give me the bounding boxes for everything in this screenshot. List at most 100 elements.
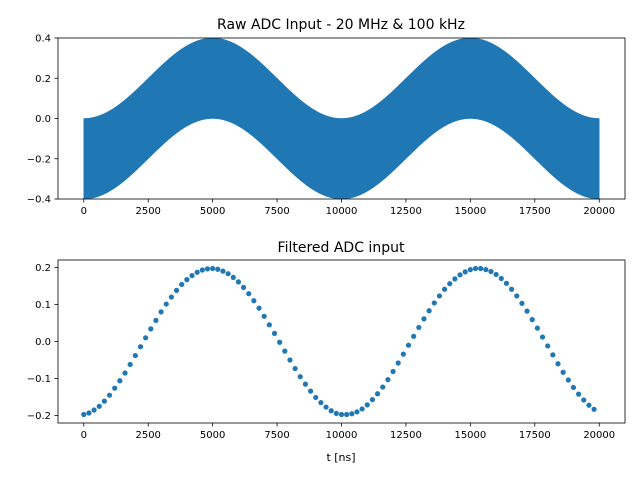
raw-adc-x-tick-label: 7500 <box>264 206 289 217</box>
filtered-adc-y-tick-label: 0.2 <box>35 263 51 274</box>
filtered-adc-point <box>199 267 205 273</box>
filtered-adc-point <box>349 411 355 417</box>
filtered-adc-point <box>266 322 272 328</box>
filtered-adc-point <box>158 309 164 315</box>
filtered-adc-point <box>101 398 107 404</box>
filtered-adc-point <box>251 298 257 304</box>
raw-adc-y-tick-label: −0.2 <box>27 154 51 165</box>
filtered-adc-point <box>447 281 453 287</box>
filtered-adc-point <box>210 265 216 272</box>
filtered-adc-point <box>472 265 479 272</box>
raw-adc-y-tick-label: −0.4 <box>27 195 51 206</box>
filtered-adc-point <box>225 271 231 277</box>
filtered-adc-point <box>179 281 185 288</box>
raw-adc-y-tick-label: 0.2 <box>35 74 51 85</box>
filtered-adc-axes: Filtered ADC input 0 2500 5000 7500 10000 125… <box>27 240 626 464</box>
filtered-adc-point <box>307 388 314 394</box>
filtered-adc-point <box>287 357 293 363</box>
filtered-adc-point <box>503 280 510 286</box>
filtered-adc-point <box>524 308 530 314</box>
filtered-adc-point <box>168 294 174 300</box>
filtered-adc-point <box>395 360 401 366</box>
filtered-adc-point <box>483 267 489 273</box>
raw-adc-signal-band <box>83 37 600 200</box>
filtered-adc-point <box>112 385 118 391</box>
filtered-adc-point <box>148 326 154 332</box>
filtered-adc-point <box>493 271 499 278</box>
filtered-adc-point <box>390 368 396 375</box>
filtered-adc-point <box>498 275 504 282</box>
filtered-adc-point <box>364 402 370 408</box>
filtered-adc-point <box>374 391 381 397</box>
filtered-adc-point <box>302 381 309 387</box>
filtered-adc-y-tick-label: 0.1 <box>35 300 51 311</box>
filtered-adc-point <box>426 308 432 314</box>
filtered-adc-point <box>436 293 443 299</box>
filtered-adc-point <box>153 317 159 323</box>
filtered-adc-point <box>256 305 262 311</box>
filtered-adc-plot-area <box>81 265 597 418</box>
filtered-adc-point <box>565 377 571 383</box>
filtered-adc-point <box>333 410 339 416</box>
filtered-adc-point <box>86 410 92 416</box>
filtered-adc-point <box>529 317 535 323</box>
filtered-adc-point <box>81 411 87 418</box>
filtered-adc-x-tick-label: 20000 <box>583 430 615 441</box>
filtered-adc-point <box>323 404 329 410</box>
filtered-adc-point <box>488 268 494 275</box>
filtered-adc-point <box>570 384 577 391</box>
filtered-adc-x-tick-label: 12500 <box>390 430 422 441</box>
filtered-adc-y-tick-label: 0.0 <box>35 337 51 348</box>
filtered-adc-point <box>132 352 138 359</box>
filtered-adc-point <box>292 365 298 372</box>
filtered-adc-x-tick-label: 0 <box>81 430 87 441</box>
filtered-adc-xlabel: t [ns] <box>326 451 355 464</box>
raw-adc-frame <box>57 37 626 200</box>
raw-adc-x-tick-label: 12500 <box>390 206 422 217</box>
filtered-adc-point <box>452 276 458 282</box>
filtered-adc-point <box>261 313 267 319</box>
filtered-adc-x-ticks: 0 2500 5000 7500 10000 12500 15000 17500 20000 <box>81 423 615 441</box>
filtered-adc-point <box>137 344 144 350</box>
filtered-adc-point <box>328 408 334 414</box>
raw-adc-title: Raw ADC Input - 20 MHz & 100 kHz <box>217 17 465 33</box>
filtered-adc-y-tick-label: −0.2 <box>27 411 51 422</box>
filtered-adc-frame <box>57 259 626 424</box>
raw-adc-x-tick-label: 0 <box>81 206 87 217</box>
filtered-adc-point <box>246 291 252 297</box>
filtered-adc-point <box>194 269 200 275</box>
filtered-adc-point <box>96 403 102 409</box>
filtered-adc-point <box>441 286 448 292</box>
raw-adc-plot-area <box>83 37 600 200</box>
filtered-adc-point <box>220 268 226 274</box>
raw-adc-y-tick-label: 0.0 <box>35 114 51 125</box>
filtered-adc-point <box>539 334 546 340</box>
filtered-adc-point <box>380 384 386 390</box>
filtered-adc-point <box>591 406 597 412</box>
filtered-adc-x-tick-label: 15000 <box>454 430 486 441</box>
filtered-adc-point <box>576 391 582 397</box>
filtered-adc-point <box>204 266 211 272</box>
filtered-adc-point <box>359 406 365 412</box>
filtered-adc-point <box>354 409 360 415</box>
filtered-adc-point <box>509 286 515 292</box>
raw-adc-x-tick-label: 17500 <box>519 206 551 217</box>
filtered-adc-point <box>184 277 190 283</box>
filtered-adc-point <box>282 348 288 354</box>
filtered-adc-point <box>369 397 376 403</box>
filtered-adc-point <box>271 330 278 336</box>
raw-adc-x-tick-label: 10000 <box>326 206 358 217</box>
filtered-adc-x-tick-label: 10000 <box>326 430 358 441</box>
filtered-adc-point <box>431 300 437 306</box>
filtered-adc-point <box>545 343 551 349</box>
filtered-adc-point <box>313 394 319 401</box>
filtered-adc-point <box>457 272 463 278</box>
raw-adc-y-ticks: −0.4 −0.2 0.0 0.2 0.4 <box>27 34 58 206</box>
raw-adc-x-tick-label: 15000 <box>454 206 486 217</box>
raw-adc-x-tick-label: 2500 <box>135 206 160 217</box>
filtered-adc-point <box>344 411 350 418</box>
filtered-adc-point <box>405 342 412 348</box>
raw-adc-x-ticks: 0 2500 5000 7500 10000 12500 15000 17500 20000 <box>81 199 615 217</box>
filtered-adc-point <box>581 397 587 403</box>
